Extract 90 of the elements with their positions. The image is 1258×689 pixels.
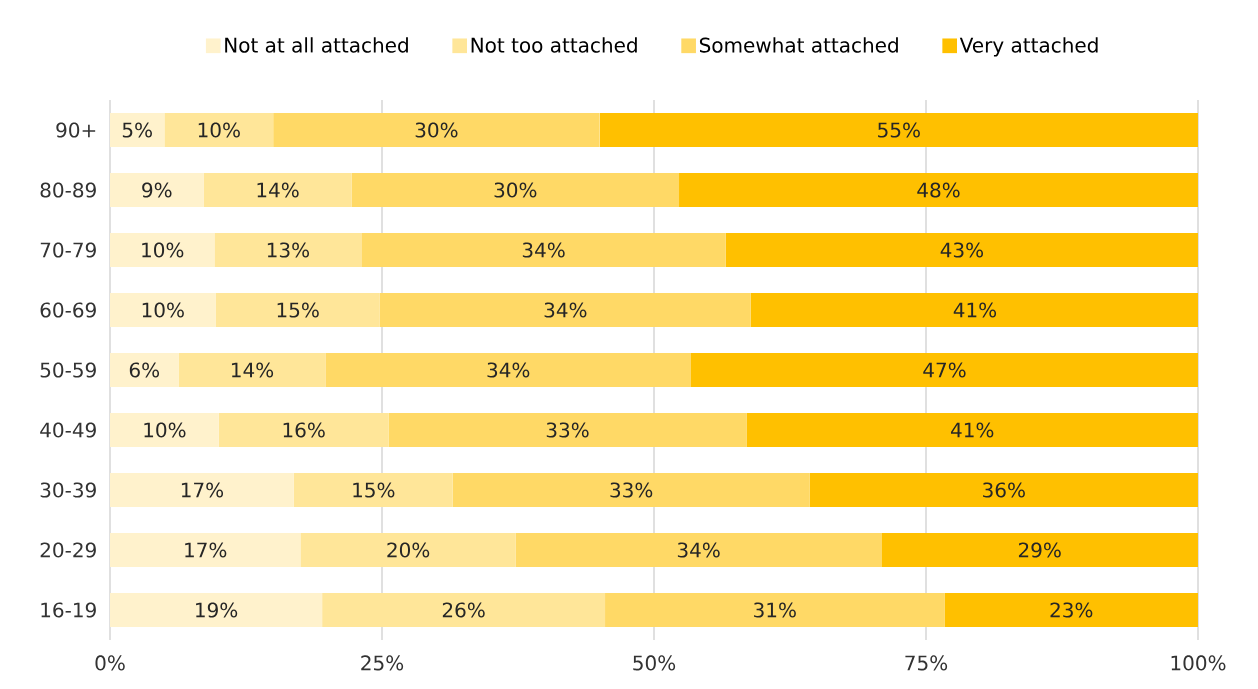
data-label: 33% — [610, 482, 653, 498]
data-label: 10% — [144, 422, 186, 438]
data-label: 33% — [546, 422, 589, 438]
data-label: 41% — [953, 302, 997, 318]
bar — [110, 293, 216, 327]
y-tick-label: 20-29 — [40, 542, 96, 558]
legend-label: Somewhat attached — [699, 37, 898, 53]
bar — [679, 173, 1198, 207]
bar — [605, 592, 945, 627]
bar — [361, 233, 726, 267]
data-label: 10% — [198, 122, 240, 138]
data-label: 34% — [544, 302, 587, 318]
data-label: 15% — [277, 302, 319, 318]
bar — [881, 532, 1198, 567]
bar — [725, 233, 1198, 267]
data-label: 23% — [1050, 602, 1093, 618]
legend-label: Not at all attached — [225, 37, 408, 53]
legend-label: Not too attached — [471, 37, 637, 53]
bar — [110, 413, 219, 447]
bar — [750, 293, 1198, 327]
data-label: 10% — [142, 242, 184, 258]
bar — [110, 532, 301, 567]
bar — [388, 413, 747, 447]
bar — [203, 173, 352, 207]
data-label: 14% — [257, 182, 299, 198]
data-label: 36% — [983, 482, 1025, 498]
data-label: 55% — [878, 122, 920, 138]
bar — [452, 473, 810, 507]
bar — [322, 592, 606, 627]
y-tick-label: 80-89 — [40, 182, 96, 198]
bar — [351, 173, 680, 207]
bar — [214, 233, 362, 267]
x-tick-label: 25% — [361, 655, 404, 671]
x-tick-label: 50% — [633, 655, 676, 671]
data-label: 34% — [487, 362, 530, 378]
bar — [110, 473, 294, 507]
data-label: 19% — [196, 602, 238, 618]
bar — [164, 113, 274, 147]
bar — [599, 113, 1198, 147]
bar — [218, 413, 389, 447]
bar — [110, 592, 323, 627]
data-label: 20% — [387, 542, 430, 558]
bar — [515, 532, 882, 567]
bar — [110, 173, 204, 207]
bar — [944, 592, 1198, 627]
x-tick-label: 0% — [95, 655, 125, 671]
data-label: 30% — [415, 122, 458, 138]
data-label: 16% — [283, 422, 325, 438]
bar — [746, 413, 1198, 447]
data-label: 15% — [353, 482, 395, 498]
data-label: 43% — [940, 242, 984, 258]
bar — [690, 353, 1198, 387]
x-tick-label: 75% — [905, 655, 948, 671]
y-tick-label: 40-49 — [40, 422, 96, 438]
y-tick-label: 30-39 — [40, 482, 96, 498]
y-tick-label: 50-59 — [40, 362, 96, 378]
data-label: 13% — [267, 242, 310, 258]
y-tick-label: 70-79 — [40, 242, 96, 258]
data-label: 30% — [494, 182, 537, 198]
data-label: 5% — [122, 122, 152, 138]
data-label: 6% — [129, 362, 160, 378]
bar — [809, 473, 1198, 507]
x-tick-label: 100% — [1171, 655, 1226, 671]
data-label: 26% — [442, 602, 485, 618]
data-label: 41% — [951, 422, 994, 438]
legend-label: Very attached — [959, 37, 1098, 57]
bar — [300, 532, 516, 567]
data-label: 17% — [185, 542, 227, 558]
data-label: 17% — [181, 482, 224, 498]
data-label: 48% — [917, 182, 960, 198]
y-tick-label: 60-69 — [40, 302, 96, 318]
bar — [215, 293, 380, 327]
bar — [379, 293, 751, 327]
bar — [110, 353, 179, 387]
bar — [325, 353, 691, 387]
bar — [110, 113, 165, 147]
data-label: 29% — [1018, 542, 1061, 558]
data-label: 34% — [522, 242, 565, 258]
data-label: 31% — [754, 602, 796, 618]
data-label: 9% — [142, 182, 172, 198]
bar — [178, 353, 326, 387]
data-label: 10% — [142, 302, 184, 318]
bar — [273, 113, 600, 147]
bar — [110, 233, 215, 267]
y-tick-label: 16-19 — [41, 602, 96, 618]
bar — [293, 473, 453, 507]
data-label: 34% — [677, 542, 720, 558]
y-tick-label: 90+ — [56, 122, 96, 138]
data-label: 47% — [923, 362, 966, 378]
data-label: 14% — [231, 362, 274, 378]
